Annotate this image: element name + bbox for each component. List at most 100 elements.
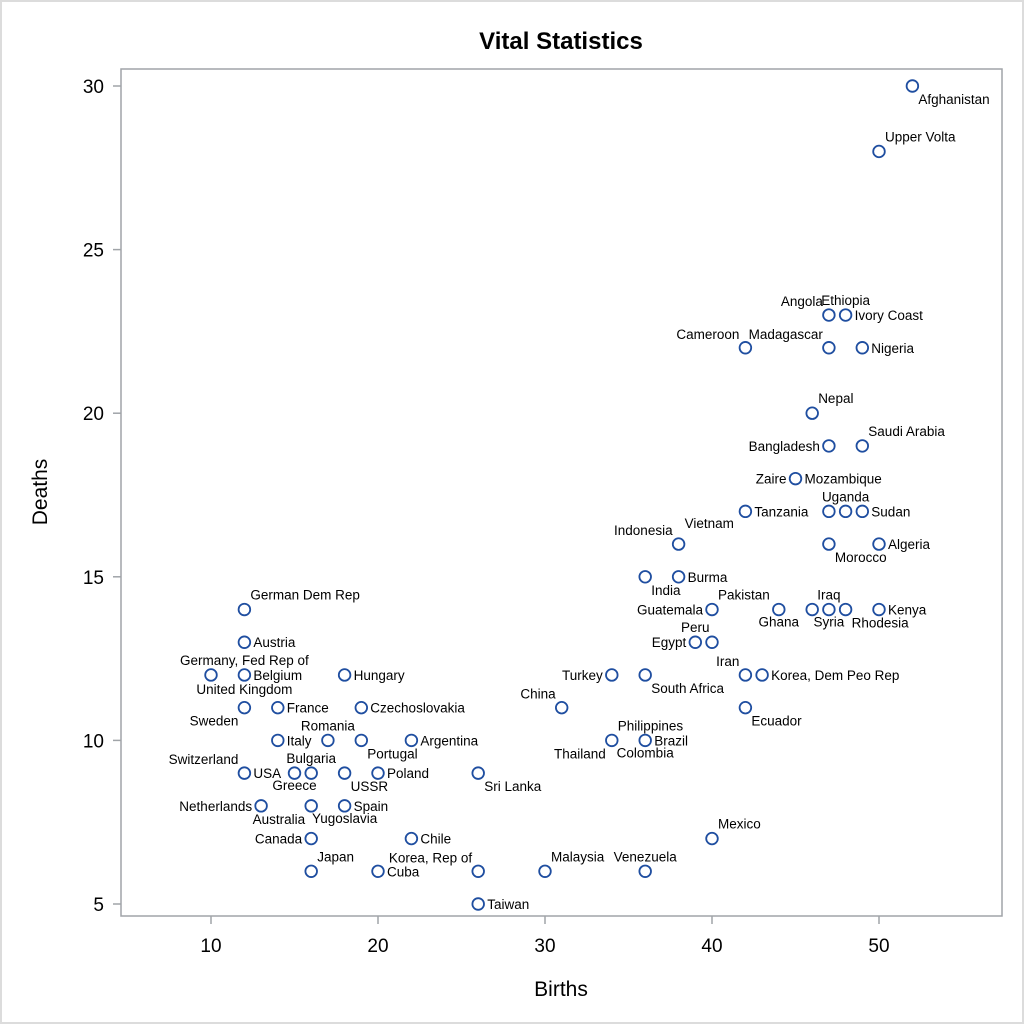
data-point[interactable]: Hungary bbox=[337, 668, 405, 683]
data-point[interactable] bbox=[705, 635, 719, 649]
data-point[interactable]: Venezuela bbox=[614, 849, 678, 878]
circle-marker-icon[interactable] bbox=[237, 602, 252, 617]
circle-marker-icon[interactable] bbox=[538, 864, 552, 878]
circle-marker-icon[interactable] bbox=[705, 602, 719, 617]
data-point[interactable]: France bbox=[271, 701, 329, 716]
circle-marker-icon[interactable] bbox=[237, 668, 252, 682]
data-point[interactable]: Guatemala bbox=[637, 602, 719, 618]
data-point[interactable]: Ghana bbox=[759, 602, 800, 630]
data-point[interactable]: Egypt bbox=[652, 635, 703, 650]
circle-marker-icon[interactable] bbox=[304, 831, 318, 846]
circle-marker-icon[interactable] bbox=[855, 341, 870, 355]
circle-marker-icon[interactable] bbox=[805, 406, 819, 420]
circle-marker-icon[interactable] bbox=[371, 766, 385, 780]
data-point[interactable]: Argentina bbox=[404, 733, 479, 748]
data-point[interactable]: USSR bbox=[337, 766, 389, 794]
data-point[interactable]: Austria bbox=[237, 635, 296, 650]
circle-marker-icon[interactable] bbox=[638, 864, 652, 878]
circle-marker-icon[interactable] bbox=[605, 668, 619, 682]
data-point[interactable]: Chile bbox=[404, 831, 452, 847]
data-point[interactable]: Ecuador bbox=[738, 700, 803, 729]
circle-marker-icon[interactable] bbox=[204, 668, 218, 682]
data-point[interactable]: Algeria bbox=[872, 537, 931, 552]
data-point[interactable]: Mozambique bbox=[805, 472, 882, 487]
circle-marker-icon[interactable] bbox=[738, 668, 753, 682]
data-point[interactable]: Turkey bbox=[562, 668, 619, 683]
data-point[interactable]: Kenya bbox=[872, 603, 927, 618]
circle-marker-icon[interactable] bbox=[404, 831, 419, 846]
data-point[interactable]: USA bbox=[253, 766, 281, 781]
data-point[interactable]: Iraq bbox=[817, 588, 841, 617]
data-point[interactable]: Canada bbox=[255, 831, 318, 847]
data-point[interactable]: German Dem Rep bbox=[237, 588, 360, 617]
data-point[interactable]: Sri Lanka bbox=[471, 766, 542, 794]
data-point[interactable]: Burma bbox=[671, 570, 728, 585]
data-point[interactable]: Afghanistan bbox=[905, 79, 990, 107]
circle-marker-icon[interactable] bbox=[354, 700, 369, 715]
circle-marker-icon[interactable] bbox=[805, 602, 819, 617]
data-point[interactable]: Germany, Fed Rep of bbox=[180, 653, 309, 682]
circle-marker-icon[interactable] bbox=[822, 537, 836, 551]
circle-marker-icon[interactable] bbox=[671, 537, 686, 551]
data-point[interactable]: Angola bbox=[781, 294, 836, 322]
data-point[interactable]: Netherlands bbox=[179, 799, 268, 814]
circle-marker-icon[interactable] bbox=[755, 668, 769, 682]
data-point[interactable]: United Kingdom bbox=[196, 682, 292, 697]
circle-marker-icon[interactable] bbox=[321, 733, 335, 748]
data-point[interactable]: Iran bbox=[716, 654, 753, 682]
data-point[interactable]: Switzerland bbox=[169, 752, 252, 780]
data-point[interactable]: Tanzania bbox=[738, 504, 809, 519]
data-point[interactable]: Australia bbox=[253, 799, 318, 827]
circle-marker-icon[interactable] bbox=[337, 799, 352, 813]
data-point[interactable]: India bbox=[638, 570, 681, 598]
circle-marker-icon[interactable] bbox=[638, 733, 652, 748]
data-point[interactable]: Philippines bbox=[605, 718, 683, 748]
circle-marker-icon[interactable] bbox=[304, 864, 318, 878]
data-point[interactable]: Sweden bbox=[190, 700, 252, 729]
circle-marker-icon[interactable] bbox=[471, 897, 485, 911]
circle-marker-icon[interactable] bbox=[822, 439, 836, 453]
circle-marker-icon[interactable] bbox=[705, 831, 719, 846]
data-point[interactable]: South Africa bbox=[638, 668, 724, 696]
data-point[interactable] bbox=[822, 504, 836, 519]
circle-marker-icon[interactable] bbox=[822, 602, 836, 617]
data-point[interactable]: Korea, Rep of bbox=[389, 850, 485, 878]
data-point[interactable]: Ethiopia bbox=[821, 293, 870, 322]
circle-marker-icon[interactable] bbox=[671, 570, 686, 584]
circle-marker-icon[interactable] bbox=[605, 733, 619, 748]
data-point[interactable]: Bulgaria bbox=[286, 751, 336, 780]
circle-marker-icon[interactable] bbox=[404, 733, 419, 748]
data-point[interactable]: Ivory Coast bbox=[855, 308, 924, 323]
circle-marker-icon[interactable] bbox=[304, 766, 318, 780]
circle-marker-icon[interactable] bbox=[287, 766, 302, 780]
data-point[interactable]: Indonesia bbox=[614, 523, 686, 551]
circle-marker-icon[interactable] bbox=[788, 471, 803, 486]
circle-marker-icon[interactable] bbox=[471, 864, 485, 878]
data-point[interactable]: Saudi Arabia bbox=[855, 424, 946, 453]
data-point[interactable]: Uganda bbox=[822, 489, 870, 519]
data-point[interactable]: Romania bbox=[301, 718, 356, 748]
data-point[interactable]: Italy bbox=[271, 733, 312, 748]
data-point[interactable]: Greece bbox=[272, 766, 317, 793]
data-point[interactable]: Cuba bbox=[371, 864, 420, 879]
circle-marker-icon[interactable] bbox=[354, 733, 369, 748]
circle-marker-icon[interactable] bbox=[872, 144, 886, 159]
circle-marker-icon[interactable] bbox=[705, 635, 719, 649]
circle-marker-icon[interactable] bbox=[838, 504, 853, 519]
data-point[interactable]: Spain bbox=[337, 799, 388, 814]
circle-marker-icon[interactable] bbox=[237, 766, 252, 780]
data-point[interactable]: Syria bbox=[814, 615, 845, 630]
data-point[interactable]: Portugal bbox=[354, 733, 418, 762]
data-point[interactable]: Zaire bbox=[756, 471, 803, 487]
data-point[interactable]: Thailand bbox=[554, 746, 606, 761]
data-point[interactable]: Upper Volta bbox=[872, 129, 956, 159]
circle-marker-icon[interactable] bbox=[822, 504, 836, 519]
data-point[interactable]: Nepal bbox=[805, 391, 853, 420]
data-point[interactable]: Nigeria bbox=[855, 341, 915, 356]
circle-marker-icon[interactable] bbox=[638, 668, 652, 682]
circle-marker-icon[interactable] bbox=[855, 439, 870, 453]
circle-marker-icon[interactable] bbox=[822, 341, 836, 355]
data-point[interactable]: Rhodesia bbox=[838, 602, 909, 631]
data-point[interactable]: Madagascar bbox=[749, 327, 836, 355]
data-point[interactable]: Vietnam bbox=[685, 516, 734, 531]
